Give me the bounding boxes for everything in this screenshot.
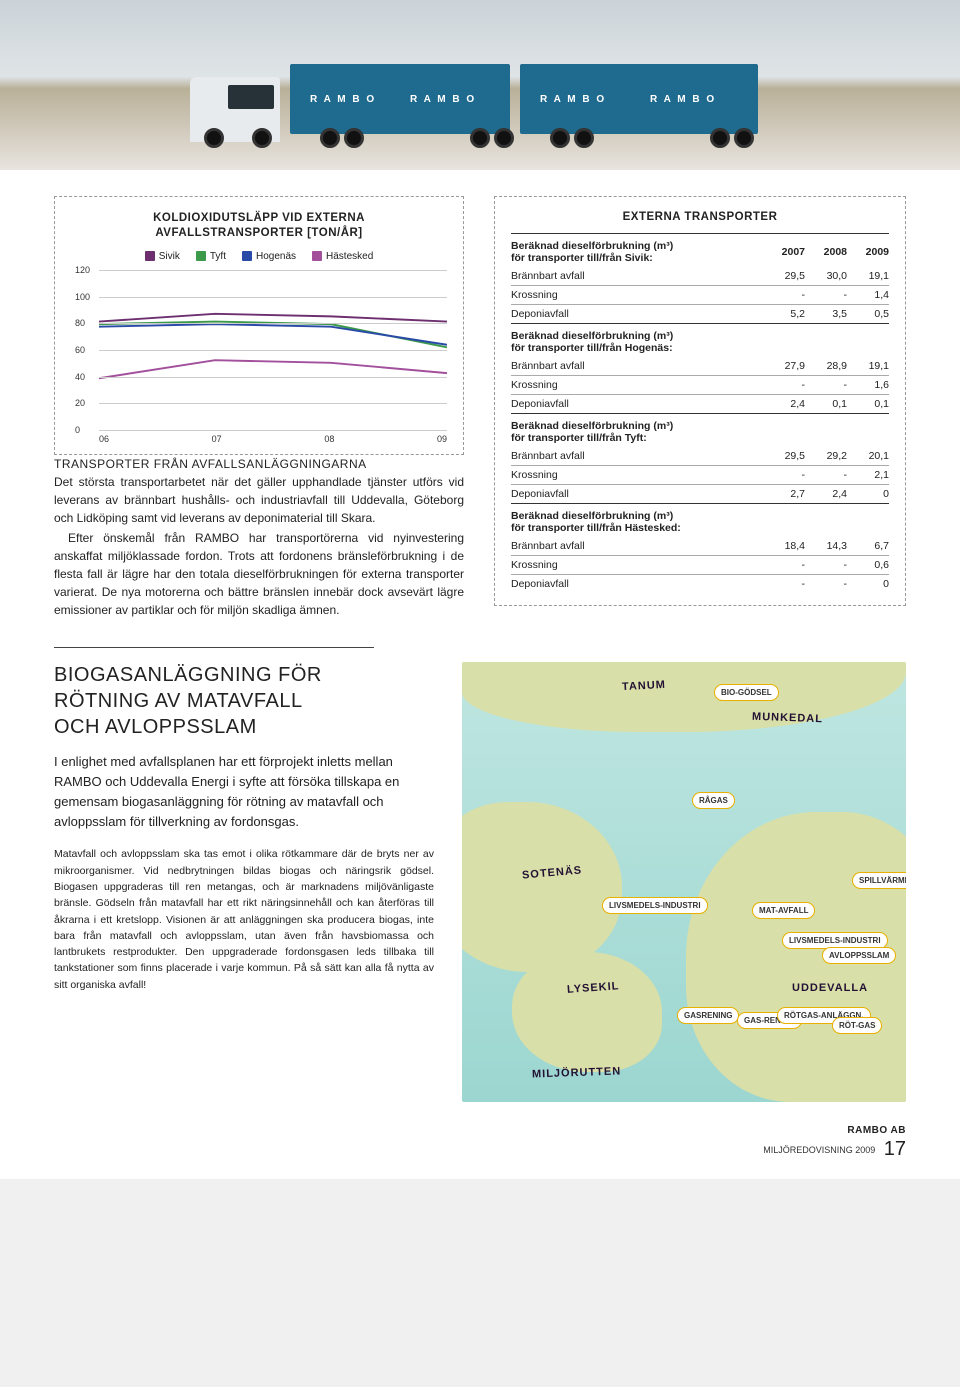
table-section-header: Beräknad dieselförbrukning (m³)för trans… [511, 324, 889, 358]
map-bubble: RÖT-GAS [832, 1017, 882, 1034]
biogas-body: Matavfall och avloppsslam ska tas emot i… [54, 846, 434, 992]
map-bubble: BIO-GÖDSEL [714, 684, 779, 701]
y-tick-label: 60 [75, 345, 85, 355]
content-row: KOLDIOXIDUTSLÄPP VID EXTERNAAVFALLSTRANS… [0, 170, 960, 619]
chart-series-line [99, 360, 447, 378]
legend-item: Hästesked [312, 251, 373, 262]
hero-photo: R A M B OR A M B O R A M B OR A M B O [0, 0, 960, 170]
table-row: Krossning--1,4 [511, 286, 889, 305]
footer-org: RAMBO AB [847, 1125, 906, 1136]
map-bubble: SPILLVÄRME [852, 872, 906, 889]
chart-legend: Sivik Tyft Hogenäs Hästesked [71, 251, 447, 262]
legend-item: Sivik [145, 251, 180, 262]
map-bubble: LIVSMEDELS-INDUSTRI [602, 897, 708, 914]
map-label: MUNKEDAL [752, 711, 823, 725]
chart-title: KOLDIOXIDUTSLÄPP VID EXTERNAAVFALLSTRANS… [71, 211, 447, 241]
section-heading: TRANSPORTER FRÅN AVFALLSANLÄGGNINGARNA [54, 457, 367, 471]
map-bubble: RÅGAS [692, 792, 735, 809]
y-tick-label: 120 [75, 265, 90, 275]
page-footer: RAMBO AB MILJÖREDOVISNING 2009 17 [0, 1102, 960, 1179]
truck-brand: R A M B O [310, 94, 376, 105]
table-row: Krossning--1,6 [511, 376, 889, 395]
left-column: KOLDIOXIDUTSLÄPP VID EXTERNAAVFALLSTRANS… [54, 196, 464, 619]
table-section-header: Beräknad dieselförbrukning (m³)för trans… [511, 234, 889, 268]
table-title: EXTERNA TRANSPORTER [511, 211, 889, 223]
map-bubble: AVLOPPSSLAM [822, 947, 896, 964]
table-row: Deponiavfall--0 [511, 575, 889, 594]
biogas-lead: I enlighet med avfallsplanen har ett för… [54, 752, 434, 833]
y-tick-label: 40 [75, 372, 85, 382]
diesel-table: EXTERNA TRANSPORTER Beräknad dieselförbr… [494, 196, 906, 606]
footer-sub: MILJÖREDOVISNING 2009 [763, 1145, 875, 1155]
chart-series-line [99, 314, 447, 322]
y-tick-label: 20 [75, 398, 85, 408]
lower-left-column: BIOGASANLÄGGNING FÖR RÖTNING AV MATAVFAL… [54, 662, 434, 1102]
table-section-header: Beräknad dieselförbrukning (m³)för trans… [511, 504, 889, 538]
table-row: Brännbart avfall29,530,019,1 [511, 267, 889, 286]
lower-row: BIOGASANLÄGGNING FÖR RÖTNING AV MATAVFAL… [0, 648, 960, 1102]
table-row: Brännbart avfall27,928,919,1 [511, 357, 889, 376]
table-row: Brännbart avfall29,529,220,1 [511, 447, 889, 466]
page-number: 17 [884, 1138, 906, 1161]
body-paragraph-1: Det största transportarbetet när det gäl… [54, 473, 464, 527]
co2-chart: KOLDIOXIDUTSLÄPP VID EXTERNAAVFALLSTRANS… [54, 196, 464, 455]
legend-item: Hogenäs [242, 251, 296, 262]
chart-plot-area: 020406080100120 [99, 270, 447, 430]
y-tick-label: 0 [75, 425, 80, 435]
diesel-table-body: Beräknad dieselförbrukning (m³)för trans… [511, 233, 889, 593]
biogas-heading: BIOGASANLÄGGNING FÖR RÖTNING AV MATAVFAL… [54, 662, 434, 740]
x-tick-label: 08 [324, 434, 334, 444]
x-tick-label: 09 [437, 434, 447, 444]
y-tick-label: 100 [75, 292, 90, 302]
map-label: MILJÖRUTTEN [532, 1065, 622, 1080]
table-row: Deponiavfall2,72,40 [511, 485, 889, 504]
table-row: Deponiavfall5,23,50,5 [511, 305, 889, 324]
legend-item: Tyft [196, 251, 226, 262]
x-tick-label: 06 [99, 434, 109, 444]
table-row: Krossning--0,6 [511, 556, 889, 575]
chart-series-line [99, 324, 447, 345]
map-label: TANUM [622, 679, 666, 693]
table-row: Brännbart avfall18,414,36,7 [511, 537, 889, 556]
right-column: EXTERNA TRANSPORTER Beräknad dieselförbr… [494, 196, 906, 619]
lower-right-column: TANUMMUNKEDALSOTENÄSLYSEKILUDDEVALLAMILJ… [462, 662, 906, 1102]
y-tick-label: 80 [75, 318, 85, 328]
table-row: Deponiavfall2,40,10,1 [511, 395, 889, 414]
body-paragraph-2: Efter önskemål från RAMBO har transportö… [54, 529, 464, 619]
map-label: UDDEVALLA [792, 982, 868, 994]
map-bubble: MAT-AVFALL [752, 902, 815, 919]
map-bubble: GASRENING [677, 1007, 739, 1024]
page: R A M B OR A M B O R A M B OR A M B O KO… [0, 0, 960, 1179]
x-tick-label: 07 [212, 434, 222, 444]
table-row: Krossning--2,1 [511, 466, 889, 485]
biogas-map: TANUMMUNKEDALSOTENÄSLYSEKILUDDEVALLAMILJ… [462, 662, 906, 1102]
table-section-header: Beräknad dieselförbrukning (m³)för trans… [511, 414, 889, 448]
truck-illustration: R A M B OR A M B O R A M B OR A M B O [190, 52, 760, 142]
chart-x-labels: 06 07 08 09 [99, 434, 447, 444]
